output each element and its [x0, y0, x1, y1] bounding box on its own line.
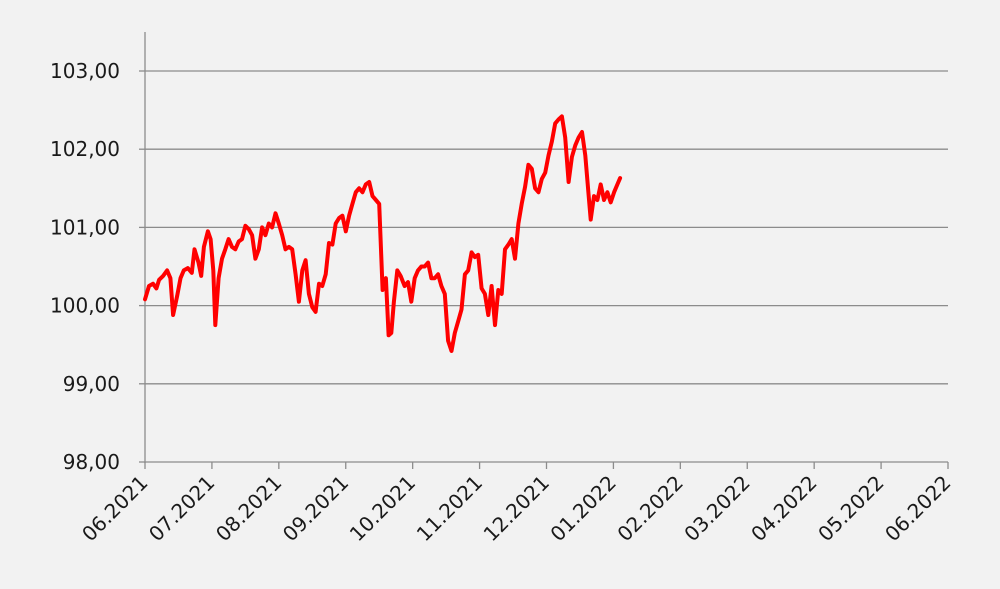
- y-tick-label: 98,00: [63, 450, 120, 474]
- y-tick-label: 100,00: [50, 294, 120, 318]
- series-layer: [143, 114, 623, 353]
- y-tick-label: 103,00: [50, 59, 120, 83]
- y-tick-label: 101,00: [50, 215, 120, 239]
- series-line: [143, 114, 623, 353]
- y-tick-label: 102,00: [50, 137, 120, 161]
- y-axis-tick-labels: 98,00 99,00 100,00 101,00 102,00 103,00: [50, 59, 120, 474]
- y-tick-label: 99,00: [63, 372, 120, 396]
- axes: [139, 32, 949, 469]
